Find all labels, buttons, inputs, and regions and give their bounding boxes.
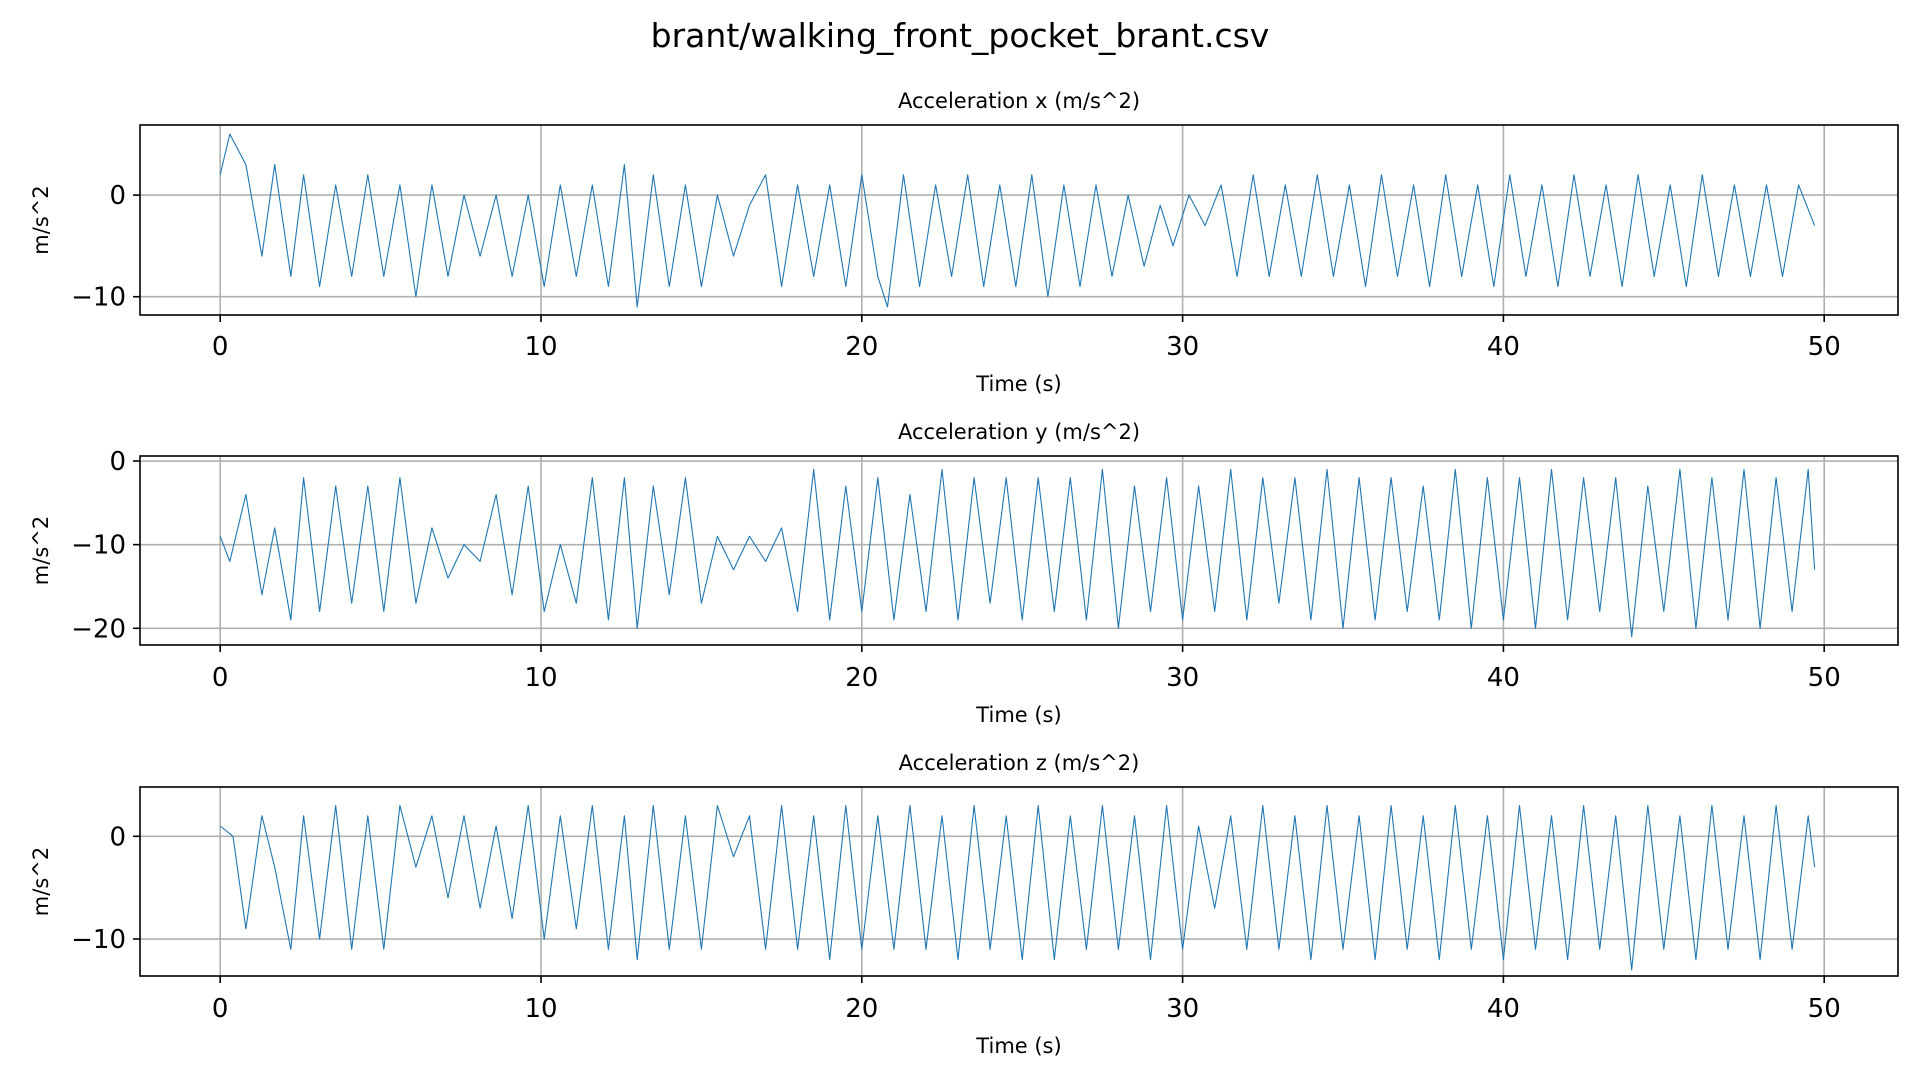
y-tick-label: −20 xyxy=(71,614,126,644)
x-tick-label: 50 xyxy=(1808,994,1841,1024)
x-tick-label: 40 xyxy=(1487,663,1520,693)
subplot-title: Acceleration y (m/s^2) xyxy=(898,420,1140,444)
y-tick-label: 0 xyxy=(109,822,126,852)
axes-frame xyxy=(139,124,1899,316)
subplot-2: 0 10 20 30 40 50 0 −10 Acceleration z (m/s^2) Tim… xyxy=(29,751,1899,1058)
x-tick-label: 20 xyxy=(845,332,878,362)
subplot-title: Acceleration z (m/s^2) xyxy=(899,751,1140,775)
figure-suptitle: brant/walking_front_pocket_brant.csv xyxy=(651,16,1270,55)
x-axis-label: Time (s) xyxy=(975,1034,1061,1058)
x-tick-label: 10 xyxy=(524,994,557,1024)
series-line-0 xyxy=(219,468,1816,638)
x-axis-label: Time (s) xyxy=(975,372,1061,396)
subplot-title: Acceleration x (m/s^2) xyxy=(898,89,1140,113)
x-tick-label: 40 xyxy=(1487,332,1520,362)
x-tick-label: 0 xyxy=(212,994,229,1024)
axes-frame xyxy=(139,786,1899,977)
x-tick-label: 30 xyxy=(1166,332,1199,362)
x-tick-label: 0 xyxy=(212,332,229,362)
y-tick-label: −10 xyxy=(71,283,126,313)
x-tick-label: 20 xyxy=(845,994,878,1024)
x-tick-label: 50 xyxy=(1808,332,1841,362)
series-line-0 xyxy=(219,133,1816,308)
series-line-0 xyxy=(219,804,1816,971)
y-axis-label: m/s^2 xyxy=(29,516,53,585)
axes-frame xyxy=(139,455,1899,646)
subplot-0: 0 10 20 30 40 50 0 −10 Acceleration x (m/s^2) Tim… xyxy=(29,89,1899,396)
y-tick-label: 0 xyxy=(109,181,126,211)
x-tick-label: 20 xyxy=(845,663,878,693)
subplot-1: 0 10 20 30 40 50 0 −10 −20 Acceleration y (m/s^2)… xyxy=(29,420,1899,727)
x-tick-label: 50 xyxy=(1808,663,1841,693)
subplots: 0 10 20 30 40 50 0 −10 Acceleration x (m/s^2) Tim… xyxy=(29,89,1899,1058)
x-axis-label: Time (s) xyxy=(975,703,1061,727)
y-axis-label: m/s^2 xyxy=(29,847,53,916)
y-tick-label: −10 xyxy=(71,925,126,955)
y-tick-label: −10 xyxy=(71,531,126,561)
x-tick-label: 10 xyxy=(524,332,557,362)
x-tick-label: 10 xyxy=(524,663,557,693)
x-tick-label: 30 xyxy=(1166,663,1199,693)
y-tick-label: 0 xyxy=(109,447,126,477)
x-tick-label: 0 xyxy=(212,663,229,693)
x-tick-label: 40 xyxy=(1487,994,1520,1024)
y-axis-label: m/s^2 xyxy=(29,185,53,254)
x-tick-label: 30 xyxy=(1166,994,1199,1024)
